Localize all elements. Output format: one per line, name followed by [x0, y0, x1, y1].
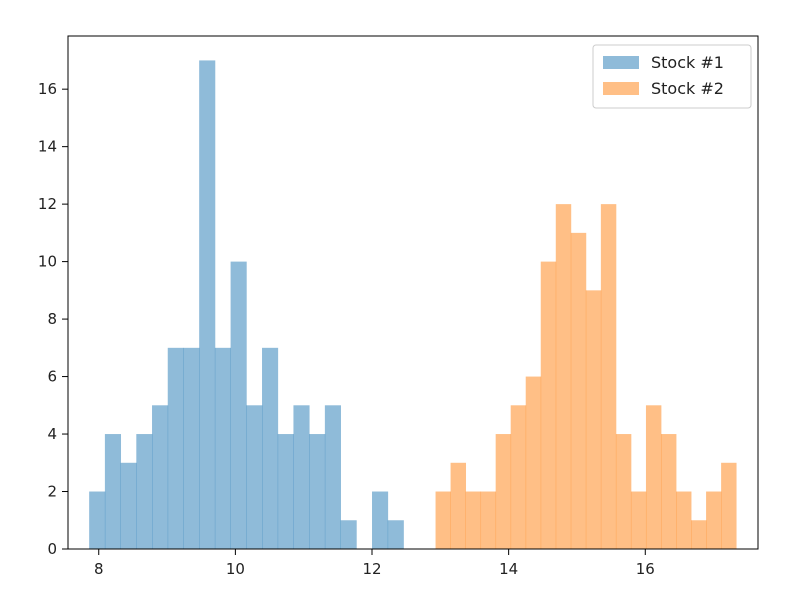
histogram-bar-series-2	[706, 491, 722, 549]
y-tick-label: 16	[38, 80, 57, 98]
histogram-bar-series-1	[104, 434, 122, 549]
x-tick-label: 8	[94, 560, 104, 578]
x-axis-ticks: 8 10 12 14 16	[94, 549, 655, 578]
histogram-bar-series-1	[89, 491, 106, 549]
histogram-bar-series-2	[615, 434, 632, 549]
y-tick-label: 0	[47, 540, 57, 558]
x-tick-label: 14	[499, 560, 518, 578]
histogram-bar-series-2	[570, 232, 587, 549]
histogram-bar-series-1	[136, 434, 153, 549]
axes-frame	[67, 35, 759, 550]
histogram-bar-series-1	[152, 405, 169, 549]
legend-label-series-1: Stock #1	[651, 53, 724, 72]
x-tick-label: 10	[226, 560, 245, 578]
histogram-bar-series-2	[450, 462, 467, 549]
histogram-bar-series-1	[340, 520, 357, 549]
y-tick-label: 6	[47, 368, 57, 386]
legend-swatch-series-2	[603, 82, 639, 95]
histogram-bar-series-2	[465, 491, 482, 549]
y-tick-label: 12	[38, 195, 57, 213]
histogram-bar-series-1	[262, 347, 279, 549]
legend: Stock #1 Stock #2	[592, 44, 752, 109]
histogram-bar-series-2	[645, 405, 662, 549]
legend-label-series-2: Stock #2	[651, 79, 724, 98]
x-tick-label: 12	[362, 560, 381, 578]
y-tick-label: 8	[47, 310, 57, 328]
histogram-bar-series-1	[372, 491, 389, 549]
histogram-bar-series-2	[660, 434, 677, 549]
y-tick-label: 2	[47, 483, 57, 501]
histogram-bar-series-1	[214, 347, 231, 549]
y-axis-ticks: 0 2 4 6 8 10 12 14 16	[38, 80, 68, 558]
histogram-bar-series-1	[324, 405, 341, 549]
histogram-bar-series-1	[230, 261, 247, 549]
histogram-bar-series-1	[167, 347, 184, 549]
histogram-bar-series-2	[630, 491, 647, 549]
histogram-bar-series-2	[676, 491, 692, 549]
histogram-bar-series-1	[309, 434, 326, 549]
histogram-bar-series-2	[435, 491, 451, 549]
histogram-bar-series-1	[387, 520, 404, 549]
histogram-bar-series-1	[120, 462, 137, 549]
histogram-bar-series-2	[480, 491, 497, 549]
histogram-bar-series-2	[540, 261, 557, 549]
histogram-bar-series-2	[691, 520, 707, 549]
histogram-bar-series-1	[183, 347, 200, 549]
y-tick-label: 10	[38, 253, 57, 271]
legend-swatch-series-1	[603, 56, 639, 69]
histogram-bar-series-2	[600, 204, 617, 550]
histogram-bar-series-2	[495, 434, 512, 549]
histogram-bar-series-1	[199, 60, 216, 550]
histogram-bar-series-2	[510, 405, 527, 549]
histogram-bar-series-2	[555, 204, 572, 550]
histogram-bar-series-1	[277, 434, 294, 549]
bars-layer	[89, 60, 737, 550]
histogram-bar-series-2	[525, 376, 542, 549]
histogram-bar-series-1	[293, 405, 310, 549]
histogram-bar-series-2	[721, 462, 737, 549]
y-tick-label: 4	[47, 425, 57, 443]
y-tick-label: 14	[38, 138, 57, 156]
histogram-bar-series-1	[246, 405, 263, 549]
x-tick-label: 16	[636, 560, 655, 578]
histogram-bar-series-2	[585, 290, 602, 549]
